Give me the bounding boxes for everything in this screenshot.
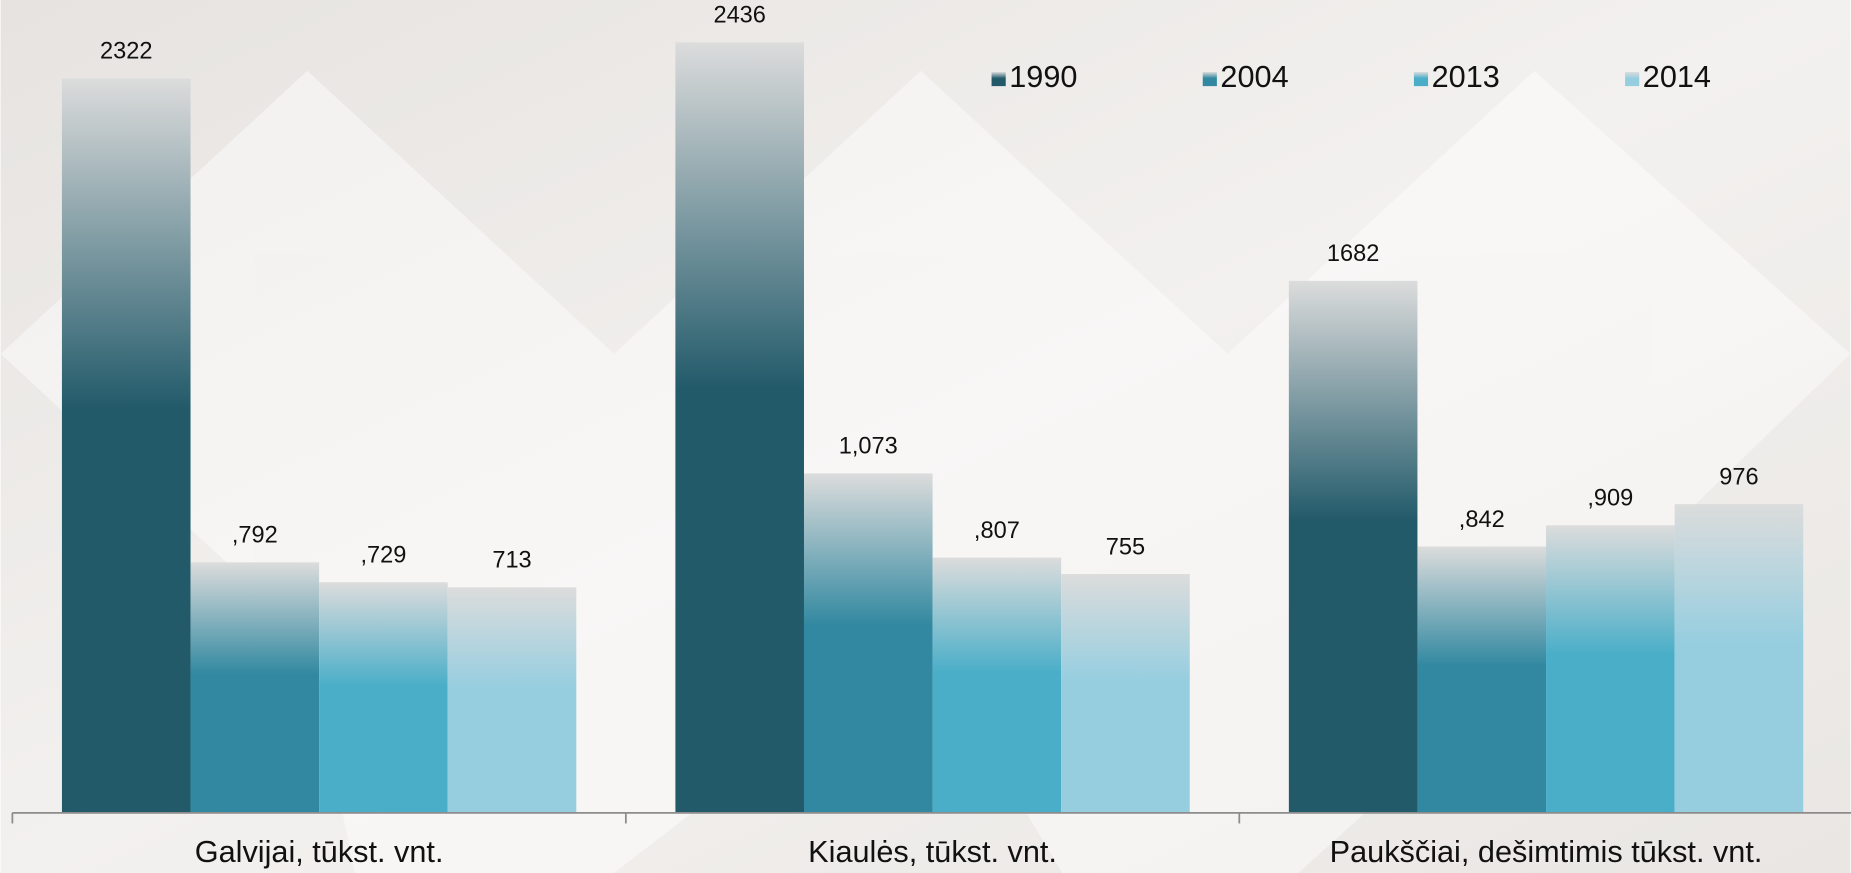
data-label: ,909	[1587, 485, 1633, 511]
data-label: 2322	[100, 38, 152, 64]
legend-swatch	[1625, 71, 1640, 87]
bar	[1288, 280, 1418, 813]
data-label: 1682	[1327, 240, 1379, 266]
data-label: 713	[492, 547, 531, 573]
data-label: ,842	[1459, 506, 1505, 532]
legend-label: 2014	[1643, 60, 1711, 94]
data-label: 755	[1106, 533, 1145, 559]
data-label: ,792	[232, 522, 278, 548]
bar	[1546, 525, 1675, 813]
legend-swatch	[1413, 71, 1429, 87]
bar	[447, 587, 577, 813]
data-label: ,729	[360, 542, 406, 568]
legend-label: 2004	[1220, 60, 1288, 94]
legend-swatch	[1202, 71, 1217, 87]
bar	[675, 42, 804, 813]
bar	[803, 473, 933, 813]
bar	[61, 78, 191, 813]
data-label: 1,073	[839, 433, 898, 459]
bar	[319, 582, 448, 813]
legend-label: 2013	[1432, 60, 1500, 94]
data-label: ,807	[974, 517, 1020, 543]
bar	[190, 562, 320, 813]
legend-label: 1990	[1009, 60, 1077, 94]
bar	[1417, 546, 1547, 813]
bar	[1674, 504, 1804, 813]
bar	[932, 557, 1062, 813]
x-tick-label: Galvijai, tūkst. vnt.	[195, 835, 444, 869]
data-label: 2436	[713, 2, 765, 28]
x-tick-label: Paukščiai, dešimtimis tūkst. vnt.	[1330, 835, 1763, 869]
bar	[1061, 574, 1190, 813]
legend-swatch	[991, 71, 1006, 87]
data-label: 976	[1719, 463, 1758, 489]
x-tick-label: Kiaulės, tūkst. vnt.	[808, 835, 1057, 869]
